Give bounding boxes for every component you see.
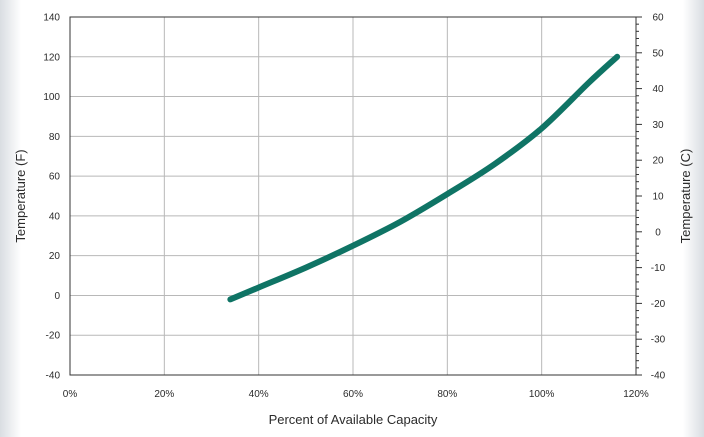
- series-layer: [227, 53, 621, 303]
- x-tick-label: 20%: [154, 389, 174, 400]
- y-tick-label-right: -10: [651, 263, 666, 274]
- y-tick-label-left: -40: [46, 371, 61, 382]
- y-tick-label-right: 50: [652, 48, 664, 59]
- y-tick-label-right: 30: [652, 120, 664, 131]
- x-axis-ticks: 0% 20% 40% 60% 80% 100% 120%: [63, 389, 649, 400]
- y-axis-ticks-right: -40 -30 -20 -10 0 10 20 30 40 50 60: [636, 13, 666, 382]
- y-tick-label-right: -40: [651, 371, 666, 382]
- grid: [70, 17, 636, 375]
- x-tick-label: 80%: [437, 389, 457, 400]
- x-axis-title: Percent of Available Capacity: [269, 412, 438, 427]
- y-tick-label-left: 60: [49, 172, 61, 183]
- x-tick-label: 60%: [343, 389, 363, 400]
- y-axis-ticks-left: -40 -20 0 20 40 60 80 100 120 140: [43, 13, 60, 382]
- y-tick-label-left: 120: [43, 52, 60, 63]
- y-axis-title-right: Temperature (C): [678, 149, 693, 244]
- y-tick-label-left: 80: [49, 132, 61, 143]
- temperature-curve: [227, 53, 621, 303]
- y-tick-label-right: 60: [652, 13, 664, 24]
- y-tick-label-left: 0: [54, 291, 60, 302]
- y-tick-label-left: 100: [43, 92, 60, 103]
- y-tick-label-left: 20: [49, 251, 61, 262]
- y-tick-label-right: -20: [651, 299, 666, 310]
- x-tick-label: 40%: [249, 389, 269, 400]
- y-tick-label-right: 40: [652, 84, 664, 95]
- x-tick-label: 100%: [529, 389, 555, 400]
- y-tick-label-right: 0: [655, 227, 661, 238]
- y-tick-label-left: 140: [43, 13, 60, 24]
- y-tick-label-left: 40: [49, 211, 61, 222]
- y-tick-label-right: 10: [652, 192, 664, 203]
- y-tick-label-left: -20: [46, 331, 61, 342]
- x-tick-label: 0%: [63, 389, 78, 400]
- x-tick-label: 120%: [623, 389, 649, 400]
- y-tick-label-right: -30: [651, 335, 666, 346]
- y-axis-title-left: Temperature (F): [13, 149, 28, 242]
- y-tick-label-right: 20: [652, 156, 664, 167]
